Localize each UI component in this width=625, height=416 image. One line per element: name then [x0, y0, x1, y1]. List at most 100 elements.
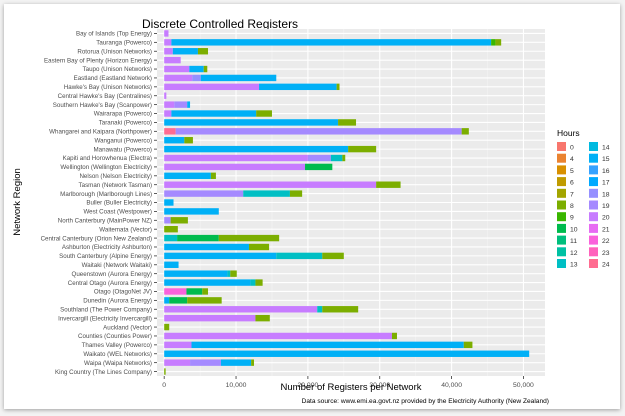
legend-swatch: [589, 247, 598, 257]
legend-label: 6: [570, 180, 574, 187]
y-tick-label: Dunedin (Aurora Energy): [83, 298, 152, 305]
y-tick-label: Southern Hawke's Bay (Scanpower): [53, 102, 152, 109]
bar-segment: [170, 217, 188, 224]
y-tick-label: Central Otago (Aurora Energy): [68, 280, 152, 287]
bar-segment: [187, 297, 222, 304]
bars-layer: [164, 30, 530, 375]
legend-swatch: [557, 223, 566, 233]
bar-segment: [164, 30, 169, 37]
bar-segment: [256, 110, 272, 117]
bar-segment: [250, 279, 256, 286]
bar-segment: [259, 83, 337, 91]
legend-label: 14: [602, 145, 610, 152]
bar-segment: [338, 119, 357, 126]
legend-label: 10: [570, 226, 578, 233]
bar-segment: [164, 110, 172, 117]
bar-segment: [255, 279, 263, 286]
x-axis-tick-labels: 0 10,000 20,000 30,000 40,000 50,000: [162, 376, 534, 389]
legend-label: 17: [602, 180, 610, 187]
y-tick-label: Nelson (Nelson Electricity): [79, 173, 152, 180]
x-tick-label: 0: [162, 382, 166, 389]
bar-segment: [171, 39, 492, 46]
bar-segment: [164, 190, 244, 197]
legend-swatch: [557, 247, 566, 257]
bar-segment: [305, 163, 333, 171]
y-tick-label: Invercargill (Electricity Invercargill): [58, 315, 152, 322]
y-tick-label: Taranaki (Powerco): [99, 120, 152, 127]
y-tick-label: Waitemata (Vector): [99, 226, 152, 233]
legend-swatch: [589, 177, 598, 187]
legend-label: 9: [570, 215, 574, 222]
x-tick-label: 20,000: [297, 382, 318, 389]
legend-label: 5: [570, 168, 574, 175]
bar-segment: [336, 83, 340, 91]
bar-segment: [164, 56, 181, 64]
bar-segment: [164, 128, 176, 135]
x-tick-label: 10,000: [226, 382, 247, 389]
legend-label: 20: [602, 215, 610, 222]
bar-segment: [164, 270, 228, 277]
bar-segment: [289, 190, 303, 197]
y-tick-label: Kapiti and Horowhenua (Electra): [63, 155, 152, 162]
bar-segment: [192, 74, 201, 82]
bar-segment: [164, 225, 178, 233]
legend-swatch: [557, 235, 566, 245]
legend-swatch: [557, 165, 566, 175]
y-tick-label: Otago (OtagoNet JV): [94, 289, 152, 296]
y-tick-label: Central Hawke's Bay (Centralines): [58, 93, 152, 100]
y-tick-label: Thames Valley (Powerco): [82, 342, 152, 349]
bar-segment: [164, 217, 171, 224]
y-tick-label: Tauranga (Powerco): [96, 40, 152, 47]
bar-segment: [169, 297, 188, 304]
bar-segment: [164, 261, 179, 268]
y-tick-label: Hawke's Bay (Unison Networks): [64, 84, 152, 91]
bar-segment: [463, 341, 473, 349]
bar-segment: [174, 101, 188, 108]
bar-segment: [164, 288, 187, 295]
bar-segment: [276, 252, 323, 260]
bar-segment: [164, 350, 530, 357]
bar-segment: [164, 48, 173, 55]
legend-label: 11: [570, 238, 577, 245]
bar-segment: [164, 39, 172, 46]
legend-label: 0: [570, 145, 574, 152]
bar-segment: [164, 323, 170, 331]
y-tick-label: Marlborough (Marlborough Lines): [60, 191, 152, 198]
legend-swatch: [557, 200, 566, 210]
bar-segment: [190, 359, 221, 366]
bar-segment: [348, 145, 377, 153]
legend-swatch: [589, 142, 598, 151]
y-tick-label: Ashburton (Electricity Ashburton): [62, 244, 152, 251]
bar-segment: [243, 190, 290, 197]
y-tick-label: King Country (The Lines Company): [55, 369, 152, 376]
bar-segment: [164, 92, 167, 99]
bar-segment: [391, 332, 397, 340]
bar-segment: [164, 359, 191, 366]
legend-swatch: [589, 153, 598, 163]
y-tick-label: Eastern Bay of Plenty (Horizon Energy): [44, 57, 152, 64]
legend-label: 8: [570, 203, 574, 210]
bar-segment: [495, 39, 502, 46]
bar-segment: [164, 65, 190, 73]
legend-swatch: [557, 259, 566, 268]
bar-segment: [230, 270, 237, 277]
bar-segment: [164, 252, 277, 260]
bar-segment: [248, 243, 270, 251]
bar-segment: [164, 341, 192, 349]
bar-segment: [186, 288, 203, 295]
y-tick-label: Central Canterbury (Orion New Zealand): [41, 235, 152, 242]
bar-segment: [227, 270, 231, 277]
legend-swatch: [589, 200, 598, 210]
legend-label: 23: [602, 250, 610, 257]
bar-segment: [164, 279, 251, 286]
bar-segment: [491, 39, 496, 46]
y-tick-label: Counties (Counties Power): [78, 333, 152, 340]
bar-segment: [164, 332, 392, 340]
bar-segment: [202, 288, 209, 295]
x-axis-label: Number of Registers per Network: [281, 382, 422, 393]
bar-segment: [191, 341, 464, 349]
bar-segment: [164, 208, 219, 215]
y-tick-label: Southland (The Power Company): [60, 306, 152, 313]
bar-segment: [218, 234, 280, 242]
y-tick-label: Waipa (Waipa Networks): [84, 360, 152, 367]
